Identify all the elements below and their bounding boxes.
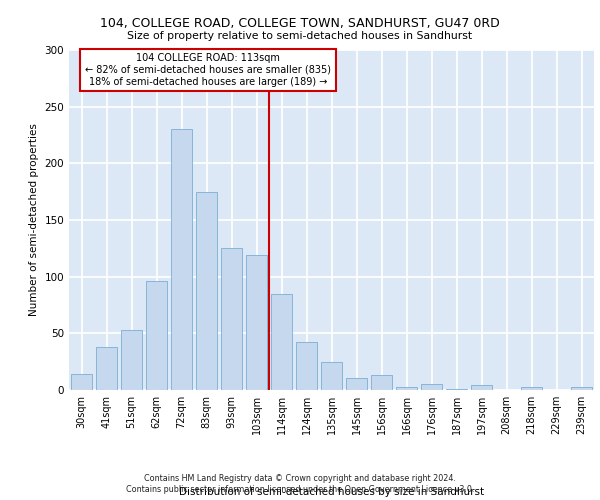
Bar <box>446 389 467 390</box>
Bar <box>571 386 592 390</box>
Bar <box>471 386 492 390</box>
Bar <box>196 192 217 390</box>
Bar <box>346 378 367 390</box>
Bar <box>146 281 167 390</box>
Text: Size of property relative to semi-detached houses in Sandhurst: Size of property relative to semi-detach… <box>127 31 473 41</box>
Bar <box>221 248 242 390</box>
Bar <box>296 342 317 390</box>
Bar <box>321 362 342 390</box>
Text: 104 COLLEGE ROAD: 113sqm
← 82% of semi-detached houses are smaller (835)
18% of : 104 COLLEGE ROAD: 113sqm ← 82% of semi-d… <box>85 54 331 86</box>
Bar <box>171 130 192 390</box>
Bar <box>521 386 542 390</box>
Bar <box>371 376 392 390</box>
Bar <box>121 330 142 390</box>
Text: Contains HM Land Registry data © Crown copyright and database right 2024.
Contai: Contains HM Land Registry data © Crown c… <box>126 474 474 494</box>
Bar <box>96 347 117 390</box>
Text: 104, COLLEGE ROAD, COLLEGE TOWN, SANDHURST, GU47 0RD: 104, COLLEGE ROAD, COLLEGE TOWN, SANDHUR… <box>100 18 500 30</box>
Bar <box>246 255 267 390</box>
Bar <box>396 386 417 390</box>
Y-axis label: Number of semi-detached properties: Number of semi-detached properties <box>29 124 39 316</box>
X-axis label: Distribution of semi-detached houses by size in Sandhurst: Distribution of semi-detached houses by … <box>179 487 484 497</box>
Bar <box>421 384 442 390</box>
Bar <box>71 374 92 390</box>
Bar <box>271 294 292 390</box>
